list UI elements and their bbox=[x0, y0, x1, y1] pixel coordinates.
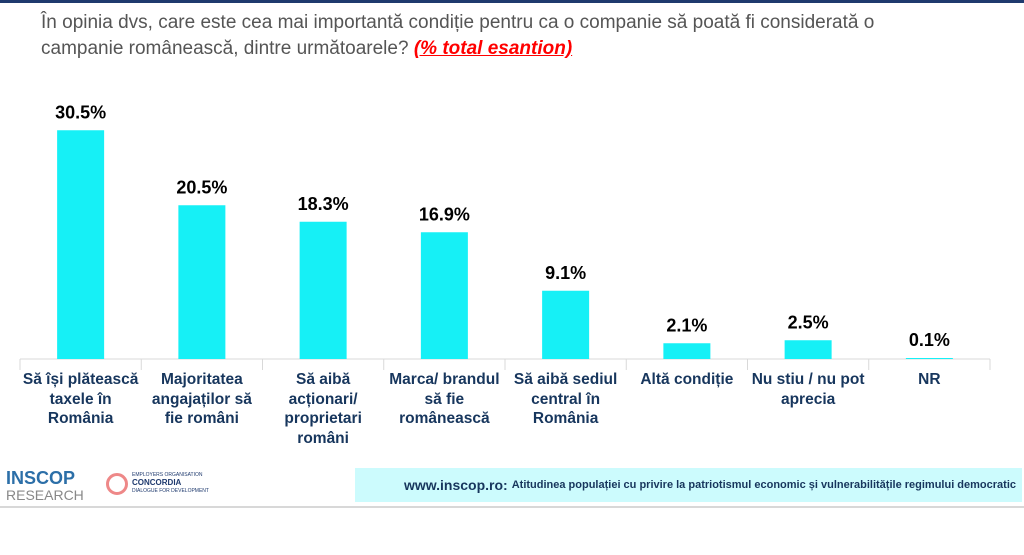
inscop-logo: INSCOP RESEARCH bbox=[6, 468, 84, 503]
bar bbox=[299, 221, 347, 359]
bar bbox=[57, 130, 105, 359]
category-label: Să aibă sediul central în România bbox=[513, 371, 618, 427]
category-label: NR bbox=[918, 371, 941, 388]
bar bbox=[420, 232, 468, 359]
question-highlight: (% total esantion) bbox=[413, 38, 573, 59]
value-label: 30.5% bbox=[55, 102, 106, 122]
concordia-logo: EMPLOYERS ORGANISATION CONCORDIA DIALOGUE … bbox=[106, 472, 209, 495]
bar-chart: 30.5% 20.5% 18.3% 16.9% 9.1% 2.1% 2.5% 0.1% bbox=[19, 102, 991, 370]
category-label: Majoritatea angajaților să fie români bbox=[151, 371, 252, 427]
footer-url[interactable]: www.inscop.ro: bbox=[404, 477, 508, 493]
footer-text: Atitudinea populației cu privire la patr… bbox=[511, 479, 1016, 491]
question-title: În opinia dvs, care este cea mai importa… bbox=[41, 10, 941, 62]
value-label: 16.9% bbox=[419, 204, 470, 224]
bar bbox=[178, 205, 226, 359]
value-label: 20.5% bbox=[176, 177, 227, 197]
category-label: Marca/ brandul să fie românească bbox=[389, 371, 500, 427]
value-label: 9.1% bbox=[545, 263, 586, 283]
bar bbox=[542, 290, 590, 359]
question-text: În opinia dvs, care este cea mai importa… bbox=[41, 12, 875, 59]
footer-banner: www.inscop.ro: Atitudinea populației cu p… bbox=[355, 468, 1022, 502]
category-label: Nu stiu / nu pot aprecia bbox=[751, 371, 865, 408]
category-label: Să își plătească taxele în România bbox=[22, 371, 139, 427]
top-border bbox=[0, 0, 1024, 3]
category-label: Să aibă acționari/ proprietari români bbox=[284, 371, 362, 447]
value-label: 0.1% bbox=[909, 330, 950, 350]
bar bbox=[784, 340, 832, 359]
value-label: 18.3% bbox=[298, 194, 349, 214]
category-label: Altă condiție bbox=[640, 371, 734, 388]
bar bbox=[663, 343, 711, 359]
value-label: 2.5% bbox=[788, 312, 829, 332]
bar bbox=[905, 358, 953, 359]
value-label: 2.1% bbox=[666, 315, 707, 335]
bottom-divider bbox=[0, 506, 1024, 508]
